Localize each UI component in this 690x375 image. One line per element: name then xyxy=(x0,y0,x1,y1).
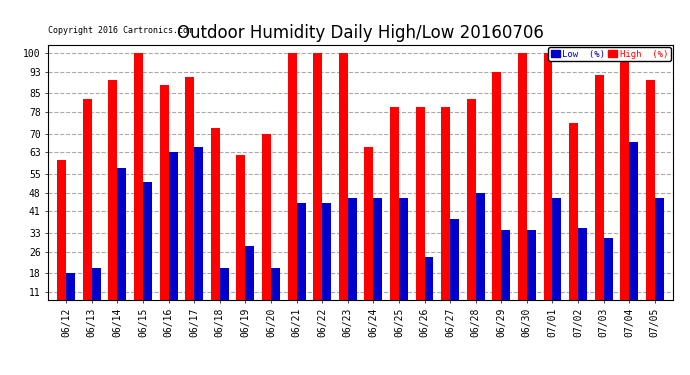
Bar xyxy=(424,257,433,321)
Bar xyxy=(246,246,255,321)
Bar xyxy=(185,77,194,321)
Bar xyxy=(399,198,408,321)
Bar xyxy=(629,142,638,321)
Bar xyxy=(92,268,101,321)
Bar xyxy=(313,53,322,321)
Bar xyxy=(415,107,424,321)
Bar xyxy=(288,53,297,321)
Bar xyxy=(339,53,348,321)
Bar xyxy=(475,193,484,321)
Bar xyxy=(501,230,510,321)
Bar xyxy=(390,107,399,321)
Bar xyxy=(620,56,629,321)
Bar xyxy=(297,203,306,321)
Bar xyxy=(262,134,271,321)
Bar xyxy=(108,80,117,321)
Legend: Low  (%), High  (%): Low (%), High (%) xyxy=(548,47,671,61)
Bar xyxy=(655,198,664,321)
Bar xyxy=(211,128,220,321)
Bar xyxy=(578,228,587,321)
Bar xyxy=(518,53,527,321)
Text: Copyright 2016 Cartronics.com: Copyright 2016 Cartronics.com xyxy=(48,26,193,35)
Bar xyxy=(220,268,228,321)
Bar xyxy=(83,99,92,321)
Bar xyxy=(117,168,126,321)
Bar xyxy=(441,107,450,321)
Bar xyxy=(595,75,604,321)
Bar xyxy=(493,72,501,321)
Bar xyxy=(373,198,382,321)
Bar xyxy=(569,123,578,321)
Bar xyxy=(646,80,655,321)
Bar xyxy=(322,203,331,321)
Bar xyxy=(57,160,66,321)
Bar xyxy=(237,155,246,321)
Bar xyxy=(553,198,562,321)
Bar xyxy=(134,53,143,321)
Title: Outdoor Humidity Daily High/Low 20160706: Outdoor Humidity Daily High/Low 20160706 xyxy=(177,24,544,42)
Bar xyxy=(271,268,280,321)
Bar xyxy=(168,152,177,321)
Bar xyxy=(66,273,75,321)
Bar xyxy=(143,182,152,321)
Bar xyxy=(364,147,373,321)
Bar xyxy=(466,99,475,321)
Bar xyxy=(450,219,459,321)
Bar xyxy=(159,85,168,321)
Bar xyxy=(194,147,203,321)
Bar xyxy=(527,230,536,321)
Bar xyxy=(544,53,553,321)
Bar xyxy=(604,238,613,321)
Bar xyxy=(348,198,357,321)
